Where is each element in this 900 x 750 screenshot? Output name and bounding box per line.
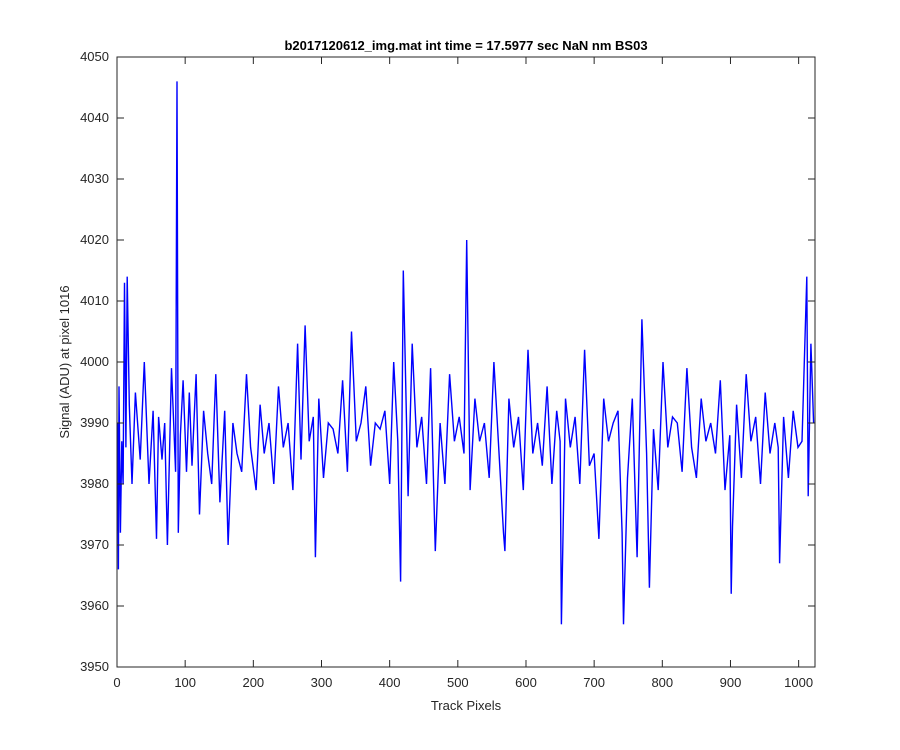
y-tick-label: 3970 — [80, 537, 109, 552]
x-tick-label: 0 — [113, 675, 120, 690]
y-tick-label: 4040 — [80, 110, 109, 125]
y-tick-label: 3960 — [80, 598, 109, 613]
chart-title: b2017120612_img.mat int time = 17.5977 s… — [284, 38, 647, 53]
y-tick-label: 3980 — [80, 476, 109, 491]
x-tick-label: 1000 — [784, 675, 813, 690]
x-axis-label: Track Pixels — [431, 698, 502, 713]
x-tick-label: 800 — [651, 675, 673, 690]
x-tick-label: 600 — [515, 675, 537, 690]
x-tick-label: 200 — [242, 675, 264, 690]
y-tick-label: 3950 — [80, 659, 109, 674]
y-tick-label: 3990 — [80, 415, 109, 430]
x-tick-label: 300 — [311, 675, 333, 690]
x-tick-label: 900 — [720, 675, 742, 690]
y-axis-label: Signal (ADU) at pixel 1016 — [57, 285, 72, 438]
y-tick-label: 4030 — [80, 171, 109, 186]
x-tick-label: 400 — [379, 675, 401, 690]
x-tick-label: 700 — [583, 675, 605, 690]
y-tick-label: 4010 — [80, 293, 109, 308]
x-axis: 0 100 200 300 400 500 600 700 800 900 1000 — [113, 57, 813, 690]
plot-area — [117, 57, 815, 667]
y-tick-label: 4000 — [80, 354, 109, 369]
y-tick-label: 4020 — [80, 232, 109, 247]
series-layer — [117, 81, 815, 625]
y-axis: 3950 3960 3970 3980 3990 4000 4010 4020 4030 4040… — [80, 49, 815, 674]
signal-series-line — [117, 81, 815, 625]
x-tick-label: 500 — [447, 675, 469, 690]
y-tick-label: 4050 — [80, 49, 109, 64]
x-tick-label: 100 — [174, 675, 196, 690]
